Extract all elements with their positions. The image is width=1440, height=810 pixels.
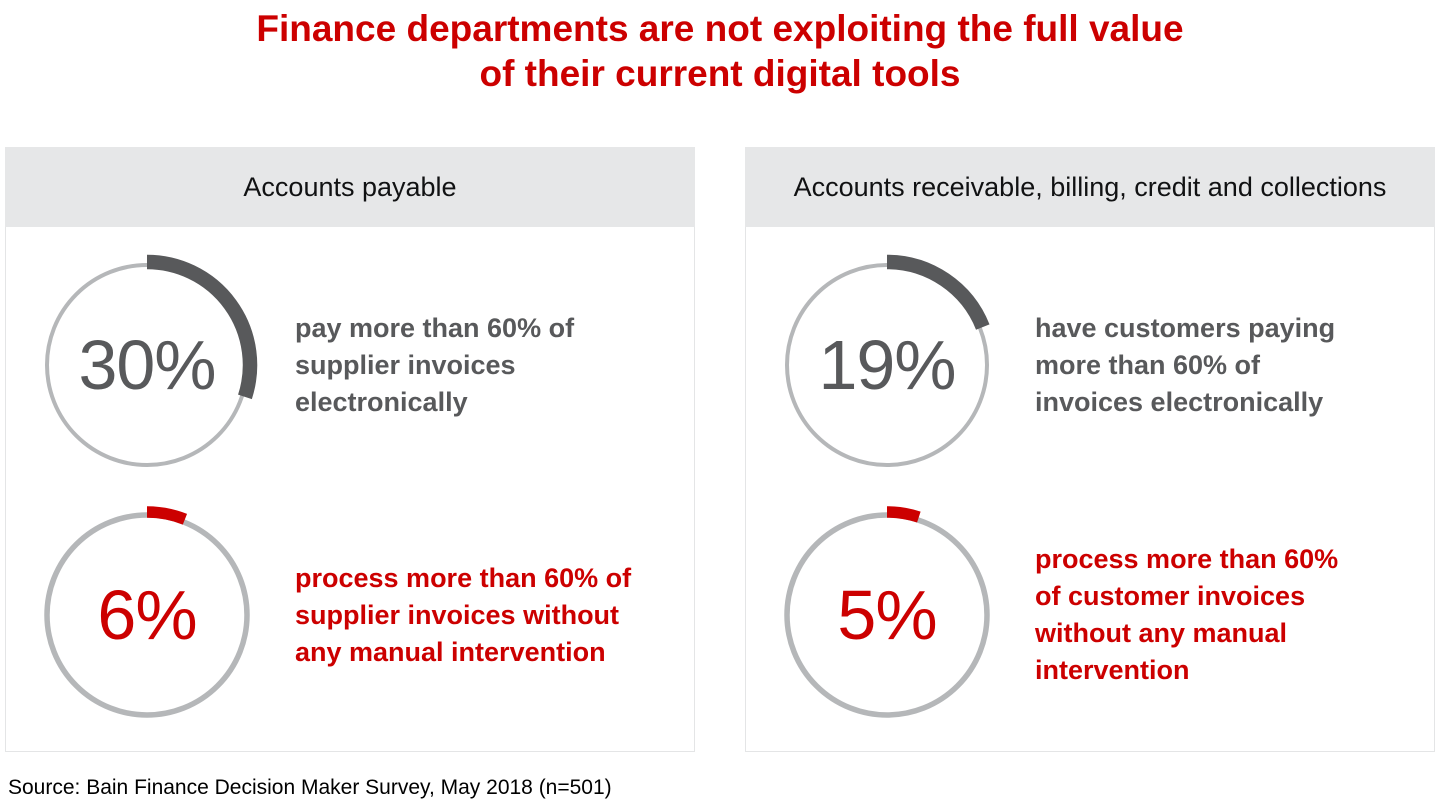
source-note: Source: Bain Finance Decision Maker Surv… (8, 776, 612, 799)
panel-body: 30% pay more than 60% of supplier invoic… (5, 227, 695, 752)
donut-arc (146, 254, 258, 400)
donut-chart-pay-electronically: 30% (39, 254, 258, 473)
donut-arc (886, 254, 990, 330)
stat-description: have customers paying more than 60% of i… (1035, 312, 1336, 417)
donut-chart-process-automatically: 6% (39, 506, 255, 723)
donut-value-label: 5% (837, 576, 937, 654)
stat-row-no-manual-intervention: 6% process more than 60% of supplier inv… (6, 490, 694, 740)
stat-row-electronic-payments: 30% pay more than 60% of supplier invoic… (6, 240, 694, 490)
stat-description: process more than 60% of customer invoic… (1035, 544, 1339, 685)
donut-arc (886, 506, 921, 523)
panel-header-accounts-payable: Accounts payable (5, 147, 695, 227)
donut-ring (784, 512, 990, 718)
panel-header-accounts-receivable: Accounts receivable, billing, credit and… (745, 147, 1435, 227)
panel-accounts-receivable: Accounts receivable, billing, credit and… (745, 147, 1435, 752)
stat-row-customers-paying-electronically: 19% have customers paying more than 60% … (746, 240, 1434, 490)
chart-title: Finance departments are not exploiting t… (256, 8, 1184, 94)
panel-body: 19% have customers paying more than 60% … (745, 227, 1435, 752)
donut-ring (785, 263, 989, 467)
donut-chart-customers-electronic: 19% (779, 254, 995, 473)
panel-accounts-payable: Accounts payable 30% pay more than 60% o… (5, 147, 695, 752)
stat-description: process more than 60% of supplier invoic… (295, 562, 632, 667)
donut-value-label: 19% (818, 326, 956, 404)
donut-svg (44, 506, 250, 718)
donut-arc (146, 506, 188, 525)
panel-header-label: Accounts receivable, billing, credit and… (793, 171, 1387, 202)
donut-chart-customer-invoices-auto: 5% (779, 506, 995, 723)
donut-value-label: 6% (97, 576, 197, 654)
donut-ring (44, 512, 250, 718)
donut-value-label: 30% (78, 326, 216, 404)
stat-description: pay more than 60% of supplier invoices e… (295, 312, 575, 417)
donut-svg (784, 506, 990, 718)
stat-row-customer-invoices-no-manual: 5% process more than 60% of customer inv… (746, 490, 1434, 740)
panel-header-label: Accounts payable (243, 171, 457, 202)
donut-svg (45, 254, 258, 467)
donut-svg (785, 254, 990, 467)
